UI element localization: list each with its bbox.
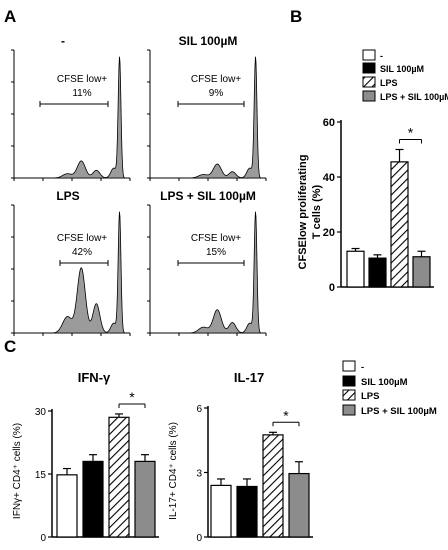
panel-b-ylabel-line2: T cells (%) <box>311 184 323 239</box>
legend-b-swatch-sil <box>362 62 376 74</box>
gate-label-sil: CFSE low+ <box>191 74 241 85</box>
panel-c-il17-bar-0 <box>210 484 232 538</box>
histogram-3 <box>147 204 267 336</box>
histogram-curve <box>14 56 130 179</box>
panel-letter-b: B <box>290 7 302 26</box>
panel-c-ifng-bar-1 <box>82 460 104 538</box>
panel-c-il17-bar-2 <box>262 434 284 538</box>
panel-c-il17-bar-1 <box>236 485 258 538</box>
legend-c-label-control: - <box>361 362 364 373</box>
legend-c-swatch-sil <box>342 375 356 387</box>
histogram-title-sil: SIL 100µM <box>179 34 238 48</box>
legend-b-swatch-lps-sil <box>362 90 376 102</box>
legend-c-label-sil: SIL 100µM <box>361 377 408 388</box>
legend-b-label-lps: LPS <box>380 78 398 88</box>
panel-b-bar-2 <box>390 161 409 288</box>
panel-c-ifng-y-tick-label: 15 <box>35 470 47 481</box>
legend-c: - SIL 100µM LPS LPS + SIL 100µM <box>342 360 437 417</box>
panel-b-y-tick-label: 60 <box>323 117 335 129</box>
histogram-0 <box>11 49 131 181</box>
legend-c-swatch-lps-sil <box>342 404 356 416</box>
panel-c-title-il17: IL-17 <box>234 370 264 385</box>
gate-value-lps: 42% <box>72 247 92 258</box>
histogram-title-control: - <box>61 34 65 48</box>
panel-c-ifng-significance-star: * <box>129 389 135 405</box>
gate-value-control: 11% <box>72 88 91 99</box>
panel-c-ifng-bar-2 <box>108 416 130 538</box>
histogram-1 <box>147 49 267 181</box>
histogram-curve <box>150 211 266 334</box>
panel-b-bar-1 <box>368 257 387 288</box>
histogram-curve <box>14 211 130 334</box>
panel-b-y-tick-label: 20 <box>323 227 335 239</box>
histogram-title-lps-sil: LPS + SIL 100µM <box>160 189 256 203</box>
panel-c-il17-bar-3 <box>288 472 310 538</box>
bar-chart-layer: 0 20 40 60 * 0 15 30 * 0 3 6 * <box>35 117 434 544</box>
legend-b-swatch-control <box>362 49 376 61</box>
legend-c-label-lps: LPS <box>361 391 379 402</box>
legend-c-label-lps-sil: LPS + SIL 100µM <box>361 406 437 417</box>
panel-c-ifng-chart: 0 15 30 * <box>35 389 159 544</box>
gate-value-sil: 9% <box>209 88 224 99</box>
panel-c-ifng-bar-0 <box>56 474 78 538</box>
panel-letter-a: A <box>4 7 16 26</box>
histogram-curve <box>150 56 266 179</box>
legend-b-label-lps-sil: LPS + SIL 100µM <box>380 92 448 102</box>
gate-label-control: CFSE low+ <box>57 74 107 85</box>
panel-c-title-ifng: IFN-γ <box>78 370 111 385</box>
panel-b-y-tick-label: 40 <box>323 172 335 184</box>
panel-b-significance-star: * <box>408 125 414 141</box>
legend-b-swatch-lps <box>362 76 376 88</box>
panel-c-ylabel-il17: IL-17+ CD4⁺ cells (%) <box>168 422 179 520</box>
gate-label-lps: CFSE low+ <box>57 233 107 244</box>
panel-c-ifng-y-tick-label: 30 <box>35 407 47 418</box>
gate-value-lps-sil: 15% <box>206 247 226 258</box>
gate-label-lps-sil: CFSE low+ <box>191 233 241 244</box>
panel-c-il17-y-tick-label: 0 <box>196 533 202 544</box>
panel-c-ifng-y-tick-label: 0 <box>40 533 46 544</box>
panel-b-y-tick-label: 0 <box>329 282 335 294</box>
histogram-layer <box>11 49 267 336</box>
panel-c-ylabel-ifng: IFNγ+ CD4⁺ cells (%) <box>12 423 23 519</box>
histogram-title-lps: LPS <box>56 189 79 203</box>
legend-b: - SIL 100µM LPS LPS + SIL 100µM <box>362 49 448 102</box>
legend-b-label-sil: SIL 100µM <box>380 64 424 74</box>
panel-c-il17-y-tick-label: 3 <box>196 469 202 480</box>
legend-c-swatch-control <box>342 360 356 372</box>
panel-b-ylabel-line1: CFSElow proliferating <box>297 155 309 270</box>
legend-b-label-control: - <box>380 51 383 61</box>
legend-c-swatch-lps <box>342 389 356 401</box>
panel-c-il17-significance-star: * <box>283 407 289 423</box>
panel-b-chart: 0 20 40 60 * <box>323 117 434 294</box>
panel-c-il17-chart: 0 3 6 * <box>196 404 313 544</box>
panel-letter-c: C <box>4 337 16 356</box>
panel-c-il17-y-tick-label: 6 <box>196 404 202 415</box>
histogram-2 <box>11 204 131 336</box>
panel-c-ifng-bar-3 <box>134 460 156 538</box>
panel-b-bar-0 <box>346 250 365 288</box>
panel-b-bar-3 <box>412 256 431 288</box>
